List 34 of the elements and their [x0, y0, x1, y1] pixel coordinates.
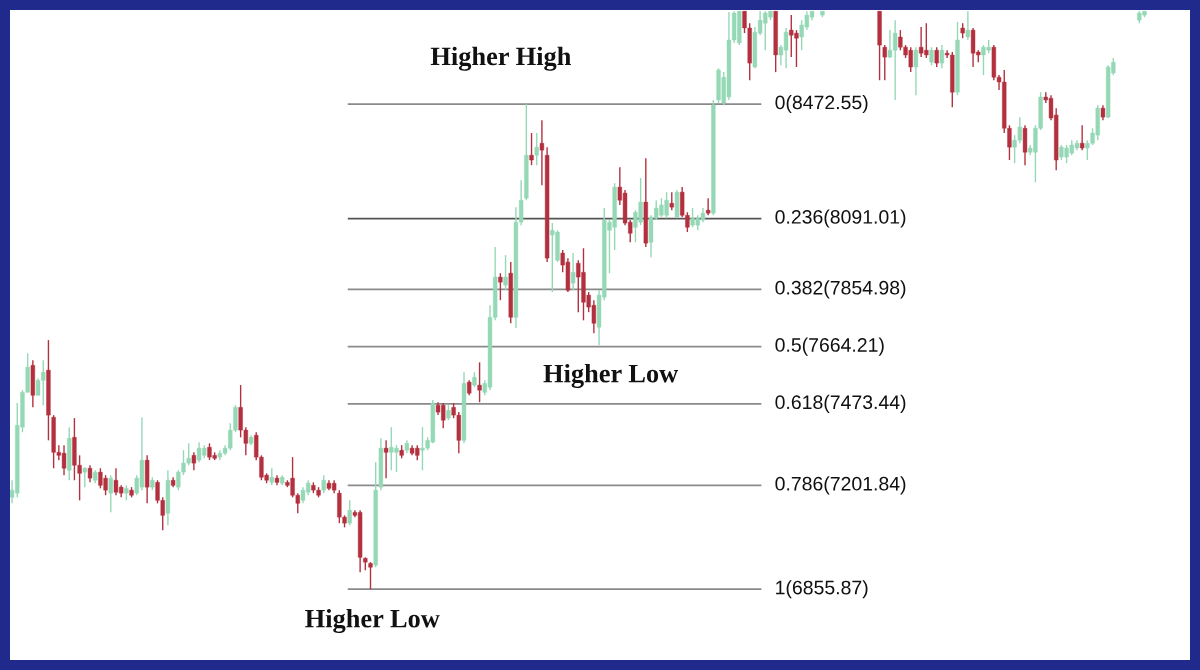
ref-line-label: 1(6855.87)	[776, 580, 868, 599]
candlestick	[269, 467, 274, 487]
candlestick	[321, 474, 326, 494]
candlestick	[1022, 124, 1028, 166]
ref-line-label: 0(8472.55)	[775, 95, 868, 114]
candlestick	[570, 252, 576, 291]
candlestick	[477, 361, 482, 403]
candlestick	[1080, 124, 1085, 151]
candlestick	[705, 197, 711, 216]
candlestick	[108, 474, 113, 514]
candlestick	[934, 46, 939, 68]
ref-line-label: 0.618(7473.44)	[775, 394, 906, 413]
candlestick	[669, 191, 674, 211]
ref-line-label: 0.382(7854.98)	[775, 280, 906, 299]
annotation: Higher Low	[543, 363, 679, 389]
candlestick	[368, 561, 373, 590]
candlestick	[82, 466, 87, 488]
candlestick	[882, 44, 887, 81]
candlestick	[383, 439, 389, 479]
annotation: Higher Low	[305, 608, 440, 634]
candlestick	[347, 499, 352, 526]
ref-line-label: 0.786(7201.84)	[775, 476, 906, 495]
candlestick	[965, 10, 971, 41]
candlestick	[939, 44, 945, 69]
candlestick	[534, 132, 539, 166]
candlestick	[529, 132, 534, 166]
candlestick	[498, 272, 503, 301]
ref-line-label: 0.5(7664.21)	[775, 337, 884, 356]
candlestick	[503, 254, 508, 291]
candlestick	[913, 46, 919, 96]
candlestick	[929, 46, 934, 66]
candlestick	[191, 451, 197, 472]
annotation: Higher High	[430, 46, 571, 71]
ref-line-label: 0.236(8091.01)	[775, 209, 906, 228]
